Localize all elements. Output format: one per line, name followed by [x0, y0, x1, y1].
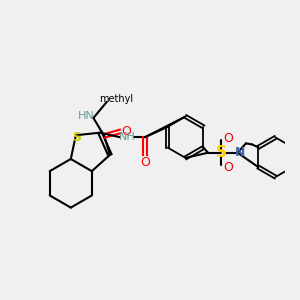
Text: N: N	[235, 146, 245, 159]
Text: HN: HN	[78, 111, 94, 121]
Text: O: O	[140, 156, 150, 169]
Text: S: S	[216, 145, 227, 160]
Text: S: S	[72, 131, 81, 144]
Text: methyl: methyl	[99, 94, 133, 104]
Text: O: O	[121, 125, 131, 138]
Text: O: O	[224, 160, 234, 174]
Text: NH: NH	[118, 132, 135, 142]
Text: O: O	[224, 132, 234, 145]
